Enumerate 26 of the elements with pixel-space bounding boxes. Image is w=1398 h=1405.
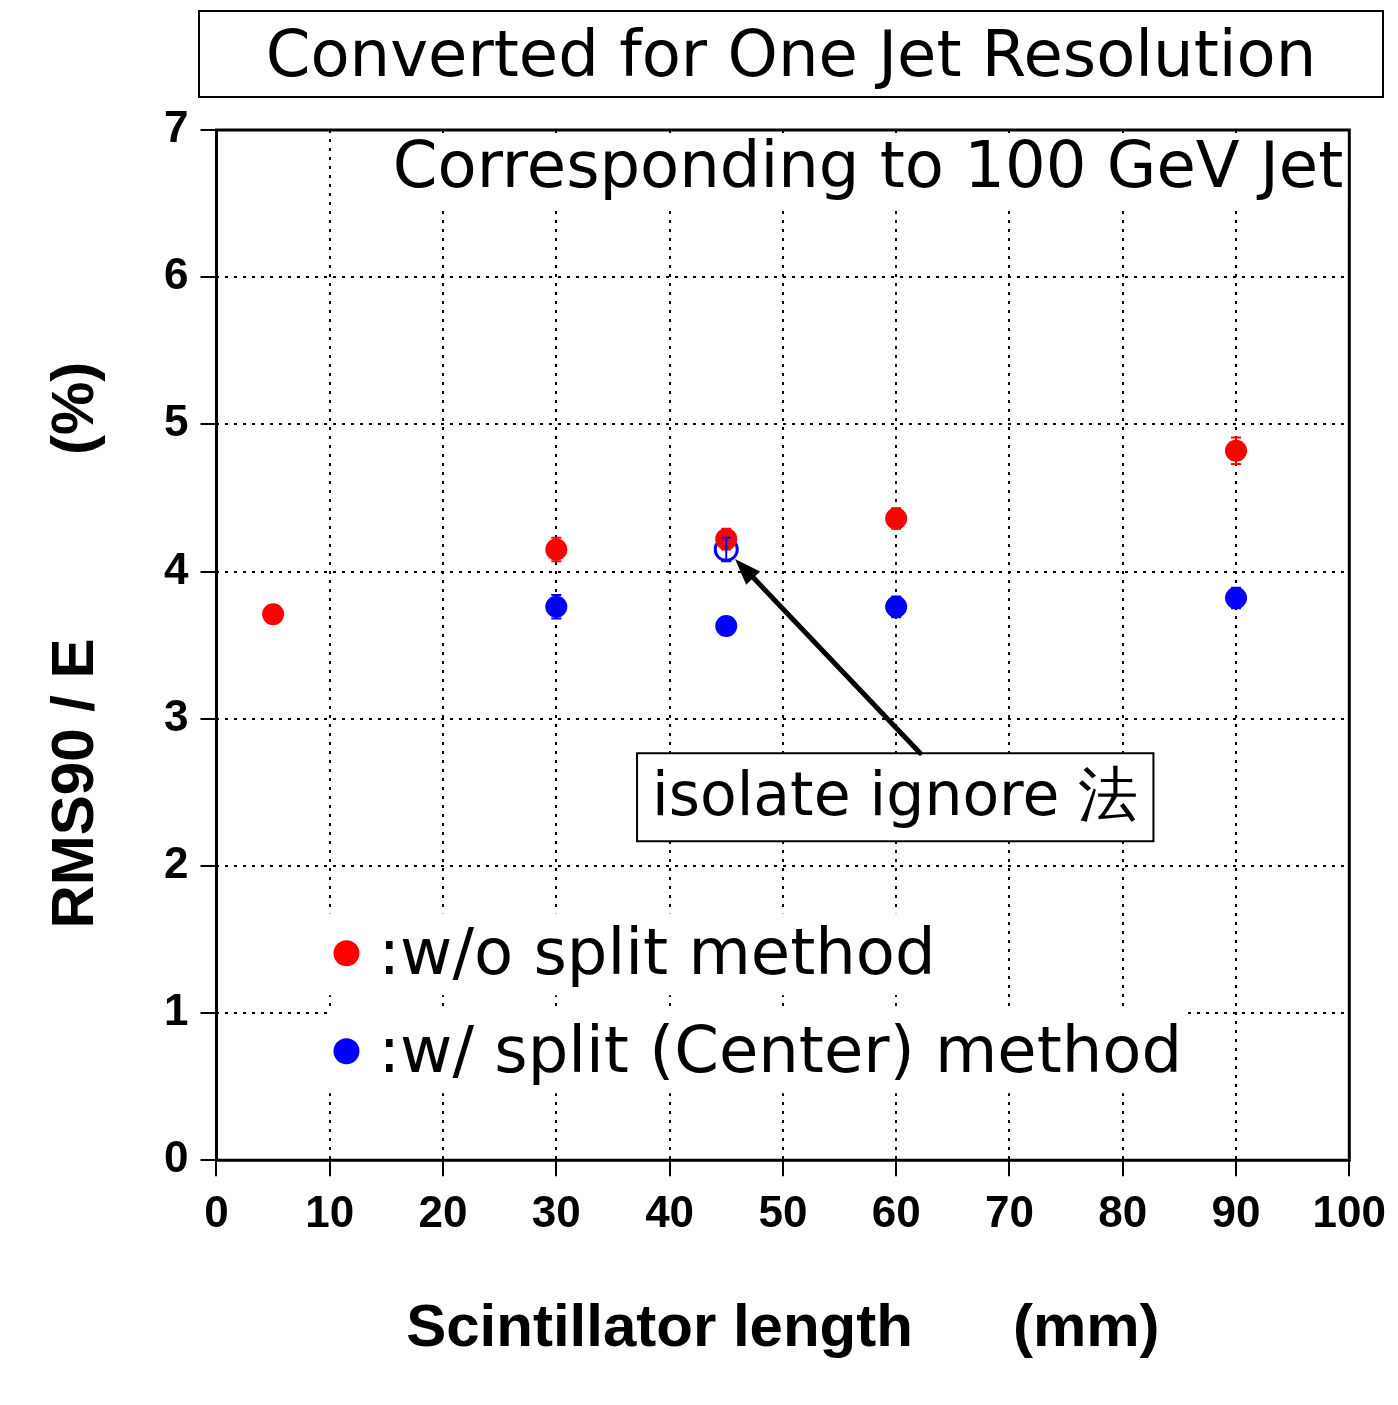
x-tick-label: 50	[758, 1186, 808, 1236]
legend-label: :w/ split (Center) method	[378, 1012, 1183, 1087]
y-tick-label: 1	[163, 985, 189, 1035]
x-tick-label: 20	[418, 1186, 468, 1236]
annotation: isolate ignore 法	[652, 758, 1139, 829]
legend-label: :w/o split method	[378, 914, 936, 989]
x-tick-label: 10	[305, 1186, 355, 1236]
x-tick-label: 70	[984, 1186, 1034, 1236]
x-tick-label: 0	[204, 1186, 229, 1236]
x-tick-label: 80	[1098, 1186, 1148, 1236]
y-tick-label: 4	[163, 543, 189, 593]
y-tick-label: 7	[163, 102, 189, 152]
y-tick-label: 0	[163, 1132, 189, 1182]
x-axis-title: Scintillator length (mm)	[406, 1291, 1160, 1359]
y-tick-label: 5	[163, 396, 189, 446]
x-tick-label: 40	[645, 1186, 695, 1236]
y-axis-title: RMS90 / E (%)	[38, 361, 106, 929]
chart-title: Converted for One Jet Resolution	[198, 10, 1384, 98]
y-tick-label: 6	[163, 249, 189, 299]
chart-subtitle: Corresponding to 100 GeV Jet	[392, 127, 1344, 202]
x-tick-label: 90	[1211, 1186, 1261, 1236]
x-tick-label: 60	[871, 1186, 921, 1236]
y-tick-label: 2	[163, 838, 189, 887]
x-tick-label: 100	[1312, 1186, 1386, 1236]
y-tick-label: 3	[163, 690, 189, 740]
x-tick-label: 30	[531, 1186, 581, 1236]
